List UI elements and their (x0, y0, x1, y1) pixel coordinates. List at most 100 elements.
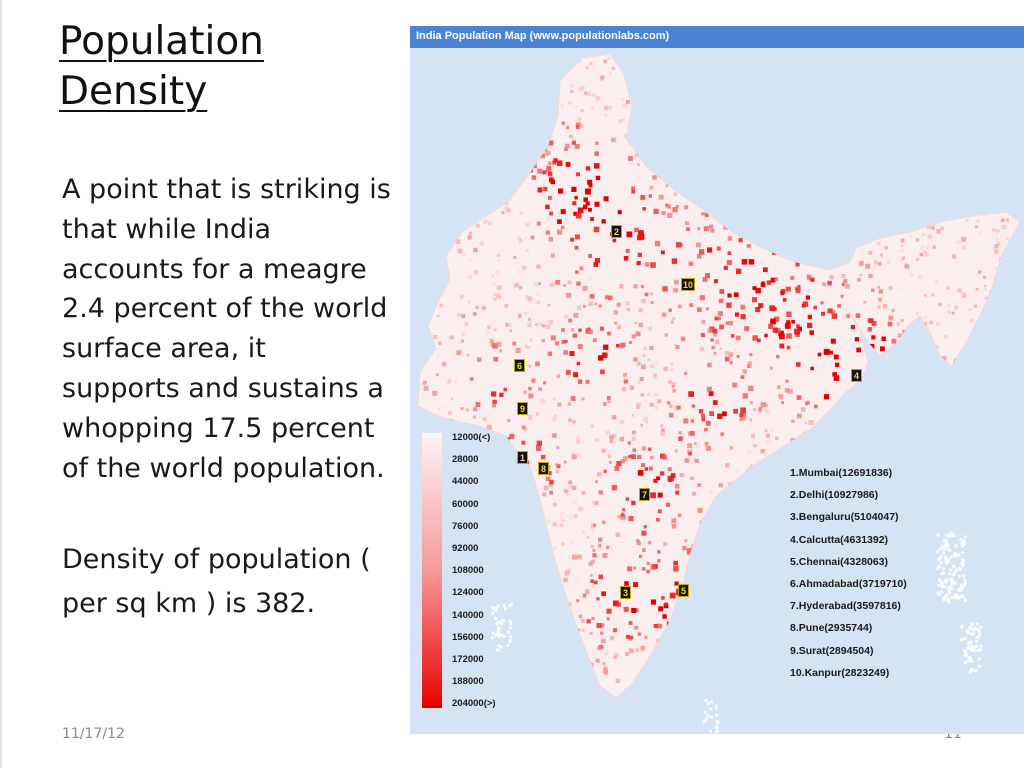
density-dot (734, 696, 740, 698)
density-dot (676, 242, 682, 248)
density-dot (676, 610, 682, 616)
island-dot (947, 534, 951, 538)
density-dot (942, 363, 945, 366)
density-dot (671, 524, 677, 529)
density-dot (868, 97, 873, 102)
density-dot (688, 617, 694, 622)
density-dot (695, 559, 699, 563)
density-dot (954, 672, 959, 677)
density-dot (632, 448, 637, 452)
density-dot (594, 201, 600, 207)
density-dot (668, 700, 672, 704)
density-dot (1006, 344, 1010, 348)
density-dot (930, 94, 935, 99)
density-dot (980, 377, 984, 381)
legend-label: 108000 (452, 565, 484, 577)
density-dot (927, 234, 933, 239)
island-dot (491, 611, 495, 615)
density-dot (581, 628, 585, 632)
density-dot (977, 71, 982, 76)
density-dot (442, 284, 446, 289)
density-dot (877, 305, 881, 309)
density-dot (796, 395, 802, 400)
density-dot (503, 141, 507, 145)
density-dot (665, 184, 669, 188)
density-dot (755, 510, 759, 513)
density-dot (1020, 394, 1023, 397)
density-dot (723, 139, 727, 144)
density-dot (972, 157, 978, 163)
density-dot (734, 121, 739, 126)
density-dot (728, 159, 732, 163)
density-dot (857, 277, 861, 282)
density-dot (705, 420, 711, 426)
density-dot (984, 340, 990, 345)
density-dot (794, 328, 800, 335)
density-dot (528, 98, 531, 101)
island-dot (971, 645, 975, 649)
density-dot (764, 662, 768, 666)
island-dot (952, 572, 956, 576)
density-dot (603, 402, 607, 406)
density-dot (716, 187, 722, 192)
density-dot (538, 640, 541, 644)
density-dot (744, 326, 750, 332)
density-dot (779, 343, 785, 349)
density-dot (995, 174, 1000, 179)
density-dot (438, 341, 442, 345)
density-dot (764, 536, 767, 539)
density-dot (795, 640, 799, 644)
density-dot (970, 513, 975, 518)
density-dot (1000, 336, 1005, 341)
density-dot (435, 108, 441, 114)
density-dot (1012, 361, 1016, 365)
density-dot (922, 607, 927, 612)
density-dot (474, 446, 478, 450)
density-dot (501, 598, 504, 602)
density-dot (742, 416, 747, 421)
density-dot (942, 118, 946, 122)
density-dot (547, 683, 552, 688)
density-dot (708, 670, 713, 675)
density-dot (902, 447, 906, 451)
density-dot (526, 249, 530, 253)
density-dot (760, 241, 765, 246)
density-dot (969, 87, 975, 92)
density-dot (648, 194, 652, 198)
density-dot (598, 355, 604, 361)
density-dot (515, 347, 521, 353)
density-dot (1012, 130, 1015, 133)
density-dot (498, 158, 504, 164)
density-dot (664, 602, 668, 606)
island-dot (963, 661, 967, 664)
density-dot (568, 484, 573, 489)
density-dot (919, 252, 923, 257)
island-dot (502, 634, 506, 638)
density-dot (727, 293, 732, 298)
density-dot (748, 385, 754, 392)
density-dot (923, 141, 927, 145)
density-dot (979, 115, 985, 121)
density-dot (609, 440, 613, 444)
density-dot (657, 509, 662, 514)
density-dot (728, 693, 733, 698)
density-dot (425, 165, 428, 169)
density-dot (457, 312, 462, 317)
density-dot (955, 240, 960, 245)
density-dot (818, 479, 824, 485)
density-dot (896, 433, 901, 439)
density-dot (879, 120, 882, 123)
density-dot (754, 180, 758, 184)
density-dot (1003, 338, 1008, 343)
density-dot (938, 639, 941, 642)
density-dot (823, 348, 830, 355)
density-dot (871, 335, 876, 340)
density-dot (701, 657, 705, 660)
density-dot (739, 417, 744, 421)
density-dot (872, 150, 878, 156)
city-label: 4.Calcutta(4631392) (790, 533, 889, 546)
density-dot (835, 362, 840, 367)
density-dot (487, 656, 493, 661)
density-dot (422, 380, 427, 385)
density-dot (854, 437, 859, 442)
